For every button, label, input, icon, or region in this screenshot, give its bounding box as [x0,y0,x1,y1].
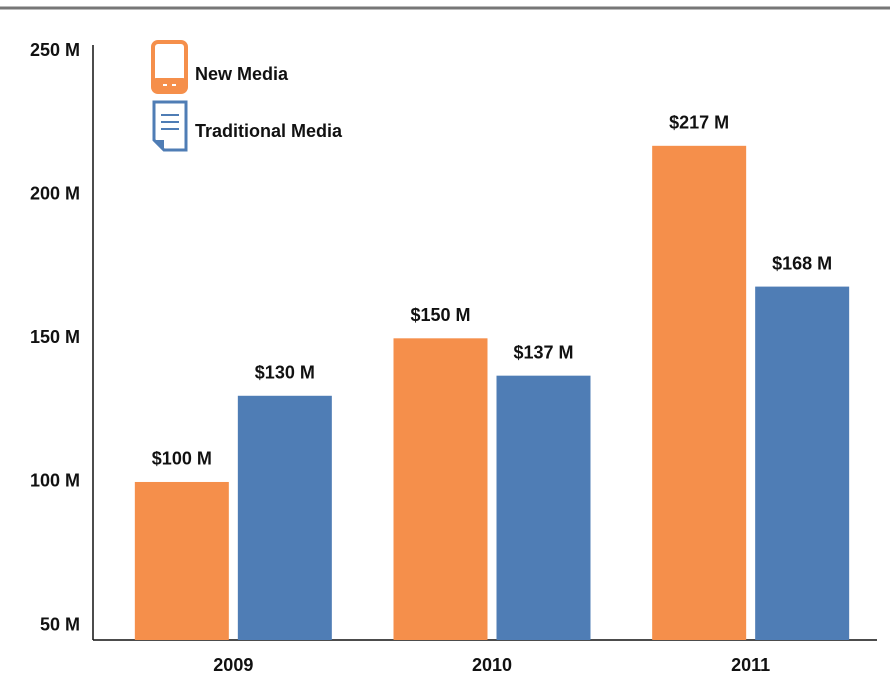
bar [237,395,332,640]
y-tick-label: 150 M [30,327,80,347]
data-label: $168 M [772,253,832,273]
x-tick-label: 2010 [472,655,512,675]
data-label: $137 M [513,342,573,362]
data-label: $217 M [669,113,729,133]
bar [496,375,591,640]
y-tick-label: 100 M [30,471,80,491]
bar [134,481,229,640]
bar [393,338,488,640]
y-tick-label: 250 M [30,40,80,60]
data-label: $100 M [152,449,212,469]
data-label: $130 M [255,363,315,383]
y-tick-label: 200 M [30,183,80,203]
bar [755,286,850,640]
bar [652,145,747,640]
legend-icon-new-media [151,40,188,94]
legend-icon-traditional-media [152,100,188,152]
x-tick-label: 2011 [731,655,770,675]
x-tick-label: 2009 [213,655,253,675]
legend-label: Traditional Media [195,121,343,141]
legend-label: New Media [195,64,289,84]
y-tick-label: 50 M [40,614,80,634]
data-label: $150 M [410,305,470,325]
